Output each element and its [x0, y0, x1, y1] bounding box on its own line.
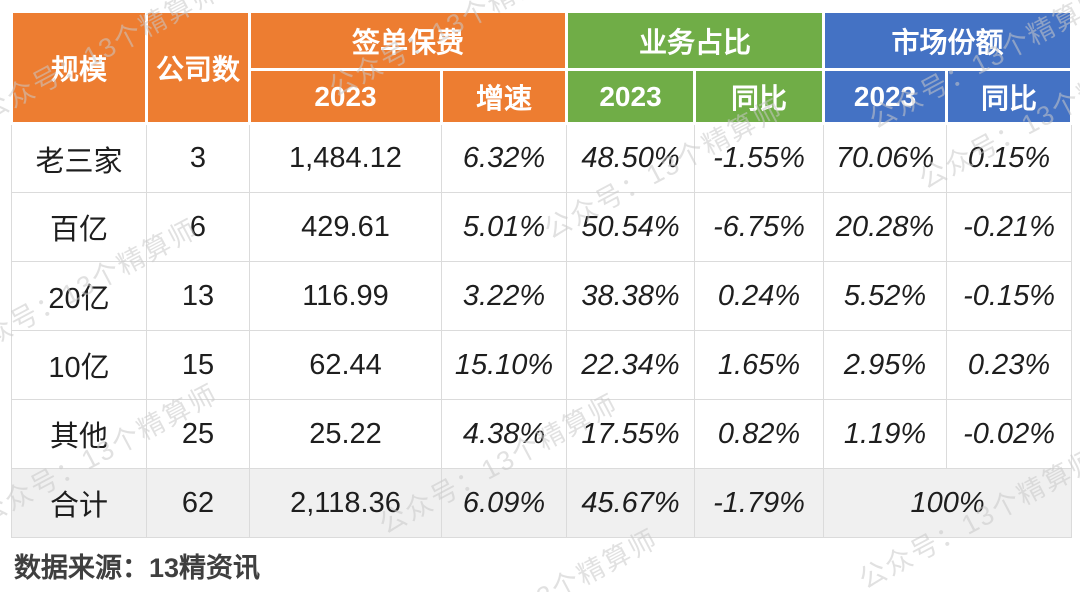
table-row: 20亿 13 116.99 3.22% 38.38% 0.24% 5.52% -0.15% — [11, 261, 1073, 331]
table-cell: 15.10% — [440, 330, 568, 400]
table-cell: 429.61 — [249, 192, 442, 262]
table-cell: 62 — [146, 468, 250, 538]
table-cell: 20.28% — [823, 192, 948, 262]
table-cell: 5.52% — [823, 261, 948, 331]
table-cell: 5.01% — [440, 192, 568, 262]
table-cell: 3.22% — [440, 261, 568, 331]
table-cell: 6.09% — [440, 468, 568, 538]
table-cell: 22.34% — [566, 330, 696, 400]
table-cell: 100% — [823, 468, 1073, 538]
table-cell: 2,118.36 — [249, 468, 442, 538]
table-cell: 百亿 — [11, 192, 147, 262]
total-row: 合计 62 2,118.36 6.09% 45.67% -1.79% 100% — [11, 468, 1073, 538]
table-cell: 6.32% — [440, 123, 568, 193]
table-cell: 合计 — [11, 468, 147, 538]
table-header: 规模 公司数 签单保费 业务占比 市场份额 2023 增速 2023 同比 20… — [10, 10, 1074, 125]
table-cell: 70.06% — [823, 123, 948, 193]
table-cell: 25 — [146, 399, 250, 469]
table-cell: 4.38% — [440, 399, 568, 469]
table-cell: 45.67% — [566, 468, 696, 538]
header-scale: 规模 — [10, 10, 148, 125]
table-cell: 1.65% — [694, 330, 825, 400]
table-cell: 48.50% — [566, 123, 696, 193]
table-cell: -0.15% — [946, 261, 1073, 331]
subheader-business-yoy: 同比 — [693, 68, 826, 125]
table-cell: 0.24% — [694, 261, 825, 331]
table-cell: -6.75% — [694, 192, 825, 262]
table-cell: 0.23% — [946, 330, 1073, 400]
table-cell: 其他 — [11, 399, 147, 469]
table-cell: 116.99 — [249, 261, 442, 331]
table-cell: -1.55% — [694, 123, 825, 193]
table-row: 百亿 6 429.61 5.01% 50.54% -6.75% 20.28% -0.21% — [11, 192, 1073, 262]
table-cell: 0.15% — [946, 123, 1073, 193]
table-cell: -1.79% — [694, 468, 825, 538]
subheader-market-yoy: 同比 — [945, 68, 1074, 125]
table-cell: -0.21% — [946, 192, 1073, 262]
subheader-business-2023: 2023 — [565, 68, 697, 125]
table-cell: 13 — [146, 261, 250, 331]
data-source-caption: 数据来源：13精资讯 — [14, 553, 261, 583]
table-cell: 20亿 — [11, 261, 147, 331]
table-row: 10亿 15 62.44 15.10% 22.34% 1.65% 2.95% 0.23% — [11, 330, 1073, 400]
header-group-market-share: 市场份额 — [822, 10, 1074, 71]
premium-stats-table: 规模 公司数 签单保费 业务占比 市场份额 2023 增速 2023 同比 20… — [10, 10, 1074, 538]
table-row: 其他 25 25.22 4.38% 17.55% 0.82% 1.19% -0.02% — [11, 399, 1073, 469]
table-cell: 38.38% — [566, 261, 696, 331]
header-group-premium: 签单保费 — [247, 10, 569, 71]
table-cell: 25.22 — [249, 399, 442, 469]
table-cell: 10亿 — [11, 330, 147, 400]
table-row: 老三家 3 1,484.12 6.32% 48.50% -1.55% 70.06% 0.15% — [11, 123, 1073, 193]
table-cell: 1,484.12 — [249, 123, 442, 193]
table-cell: 6 — [146, 192, 250, 262]
header-company-count: 公司数 — [145, 10, 251, 125]
table-cell: 老三家 — [11, 123, 147, 193]
table-cell: 62.44 — [249, 330, 442, 400]
subheader-market-2023: 2023 — [822, 68, 949, 125]
subheader-premium-2023: 2023 — [248, 68, 443, 125]
header-group-business-share: 业务占比 — [565, 10, 826, 71]
table-cell: 50.54% — [566, 192, 696, 262]
table-cell: 15 — [146, 330, 250, 400]
table-body: 老三家 3 1,484.12 6.32% 48.50% -1.55% 70.06% 0.15%… — [11, 123, 1073, 538]
subheader-premium-growth: 增速 — [439, 68, 569, 125]
table-cell: 17.55% — [566, 399, 696, 469]
table-cell: -0.02% — [946, 399, 1073, 469]
table-cell: 1.19% — [823, 399, 948, 469]
table-cell: 0.82% — [694, 399, 825, 469]
table-cell: 2.95% — [823, 330, 948, 400]
table-cell: 3 — [146, 123, 250, 193]
